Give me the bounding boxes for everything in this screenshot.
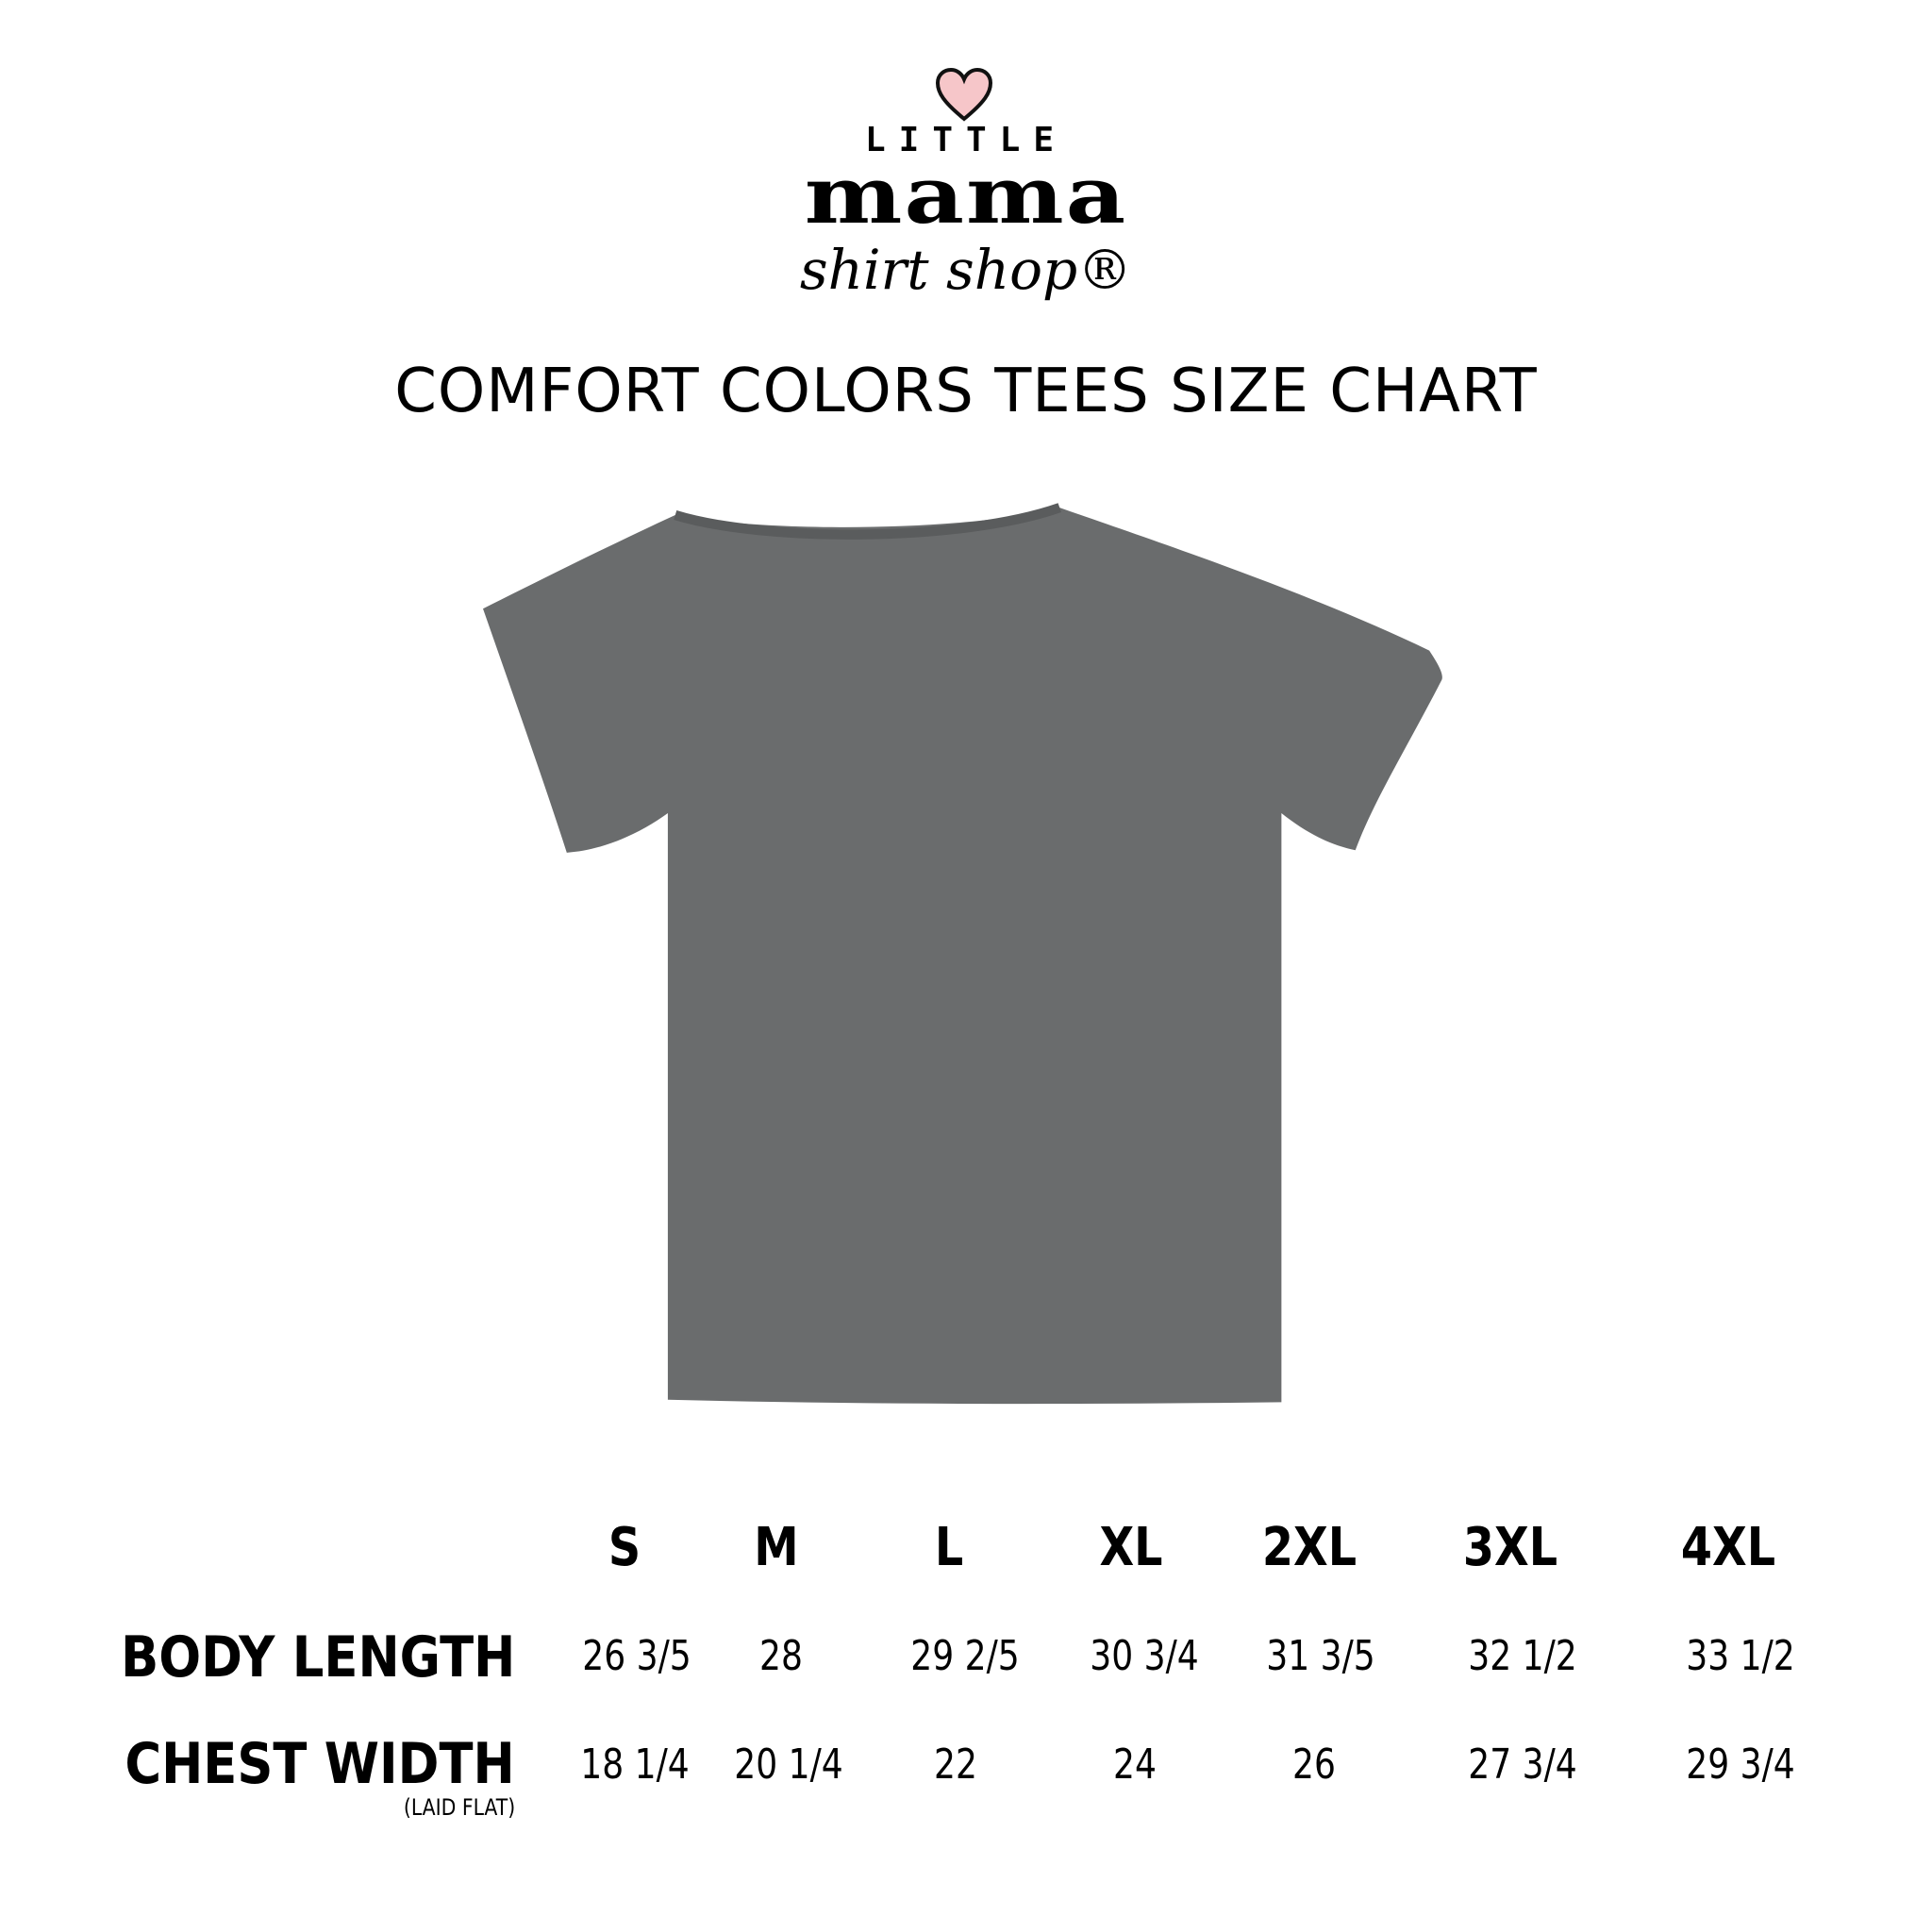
logo-mama: mama (804, 149, 1128, 242)
body-length-value: 26 3/5 (582, 1632, 691, 1680)
body-length-value: 28 (759, 1632, 803, 1680)
size-header: 4XL (1680, 1517, 1776, 1578)
heart-icon (935, 67, 993, 122)
body-length-value: 33 1/2 (1686, 1632, 1795, 1680)
size-header: M (754, 1517, 799, 1578)
row-sublabel-laid-flat: (LAID FLAT) (403, 1794, 515, 1821)
body-length-value: 30 3/4 (1090, 1632, 1199, 1680)
size-header: S (608, 1517, 641, 1578)
size-header: 2XL (1261, 1517, 1357, 1578)
chest-width-value: 29 3/4 (1686, 1740, 1795, 1789)
body-length-value: 31 3/5 (1266, 1632, 1375, 1680)
size-header: L (934, 1517, 964, 1578)
chest-width-value: 26 (1292, 1740, 1336, 1789)
body-length-value: 29 2/5 (910, 1632, 1020, 1680)
logo-little: LITTLE (864, 121, 1068, 159)
row-label-chest-width: CHEST WIDTH (125, 1731, 515, 1797)
size-header: XL (1099, 1517, 1163, 1578)
size-header: 3XL (1462, 1517, 1558, 1578)
chest-width-value: 22 (934, 1740, 977, 1789)
row-label-body-length: BODY LENGTH (120, 1624, 515, 1690)
logo-shirt-shop: shirt shop® (799, 238, 1133, 302)
chest-width-value: 27 3/4 (1468, 1740, 1577, 1789)
chest-width-value: 18 1/4 (580, 1740, 690, 1789)
page-title: COMFORT COLORS TEES SIZE CHART (394, 357, 1538, 426)
body-length-value: 32 1/2 (1468, 1632, 1577, 1680)
chest-width-value: 24 (1113, 1740, 1157, 1789)
chest-width-value: 20 1/4 (734, 1740, 843, 1789)
